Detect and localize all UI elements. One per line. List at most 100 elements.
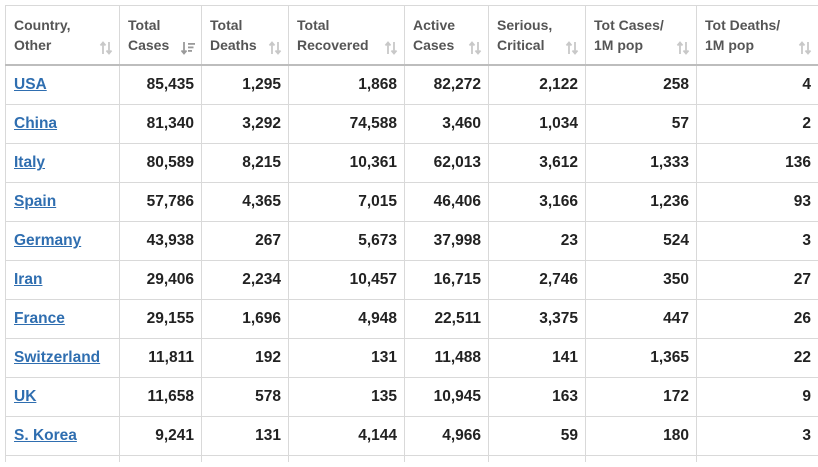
total-recovered-cell: 131 [289,339,405,378]
cases-per-1m-cell: 1,333 [586,144,697,183]
total-cases-cell: 43,938 [120,222,202,261]
serious-critical-cell: 163 [489,378,586,417]
active-cases-cell: 4,966 [405,417,489,456]
cases-per-1m-cell: 180 [586,417,697,456]
total-recovered-cell: 10,361 [289,144,405,183]
cases-per-1m-cell: 524 [586,222,697,261]
serious-critical-cell: 3,166 [489,183,586,222]
total-cases-cell: 11,658 [120,378,202,417]
total-cases-cell: 81,340 [120,105,202,144]
total-cases-cell: 80,589 [120,144,202,183]
sort-both-icon[interactable] [268,40,282,54]
country-link[interactable]: Spain [14,193,56,210]
serious-critical-cell: 2,122 [489,65,586,105]
header-cases-per-1m[interactable]: Tot Cases/1M pop [586,6,697,66]
total-recovered-cell: 135 [289,378,405,417]
country-link[interactable]: S. Korea [14,427,77,444]
country-link[interactable]: Germany [14,232,81,249]
total-recovered-cell: 74,588 [289,105,405,144]
active-cases-cell: 10,945 [405,378,489,417]
total-recovered-cell: 7,015 [289,183,405,222]
serious-critical-cell: 141 [489,339,586,378]
country-cell: Germany [6,222,120,261]
country-link[interactable]: Switzerland [14,349,100,366]
serious-critical-cell: 2,746 [489,261,586,300]
total-recovered-cell: 1,868 [289,65,405,105]
total-recovered-cell: 4,948 [289,300,405,339]
active-cases-cell: 82,272 [405,65,489,105]
country-cell: UK [6,378,120,417]
total-deaths-cell: 4,365 [202,183,289,222]
country-link[interactable]: France [14,310,65,327]
active-cases-cell: 22,511 [405,300,489,339]
table-row-partial [6,456,818,463]
active-cases-cell: 46,406 [405,183,489,222]
total-recovered-cell: 10,457 [289,261,405,300]
header-deaths-per-1m[interactable]: Tot Deaths/1M pop [697,6,818,66]
total-cases-cell: 9,241 [120,417,202,456]
total-cases-cell: 57,786 [120,183,202,222]
sort-both-icon[interactable] [565,40,579,54]
country-cell: USA [6,65,120,105]
cases-per-1m-cell: 258 [586,65,697,105]
header-serious-critical[interactable]: Serious,Critical [489,6,586,66]
cases-per-1m-cell: 350 [586,261,697,300]
deaths-per-1m-cell: 3 [697,417,818,456]
total-deaths-cell: 267 [202,222,289,261]
deaths-per-1m-cell: 2 [697,105,818,144]
country-cell: Spain [6,183,120,222]
total-deaths-cell: 3,292 [202,105,289,144]
country-cell: S. Korea [6,417,120,456]
sort-both-icon[interactable] [384,40,398,54]
active-cases-cell: 16,715 [405,261,489,300]
country-link[interactable]: China [14,115,57,132]
country-link[interactable]: Italy [14,154,45,171]
total-cases-cell: 85,435 [120,65,202,105]
country-link[interactable]: Iran [14,271,42,288]
total-cases-cell: 29,155 [120,300,202,339]
deaths-per-1m-cell: 3 [697,222,818,261]
sort-both-icon[interactable] [676,40,690,54]
sort-both-icon[interactable] [798,40,812,54]
serious-critical-cell: 3,612 [489,144,586,183]
total-recovered-cell: 4,144 [289,417,405,456]
cases-per-1m-cell: 57 [586,105,697,144]
country-cell: Switzerland [6,339,120,378]
country-link[interactable]: UK [14,388,36,405]
active-cases-cell: 37,998 [405,222,489,261]
total-cases-cell: 29,406 [120,261,202,300]
total-deaths-cell: 1,696 [202,300,289,339]
header-country[interactable]: Country,Other [6,6,120,66]
cases-per-1m-cell: 1,236 [586,183,697,222]
serious-critical-cell: 23 [489,222,586,261]
sort-both-icon[interactable] [99,40,113,54]
deaths-per-1m-cell: 4 [697,65,818,105]
total-recovered-cell: 5,673 [289,222,405,261]
total-deaths-cell: 131 [202,417,289,456]
total-deaths-cell: 192 [202,339,289,378]
deaths-per-1m-cell: 93 [697,183,818,222]
serious-critical-cell: 59 [489,417,586,456]
deaths-per-1m-cell: 22 [697,339,818,378]
country-cell: France [6,300,120,339]
country-link[interactable]: USA [14,76,47,93]
country-cell: China [6,105,120,144]
sort-both-icon[interactable] [468,40,482,54]
total-deaths-cell: 578 [202,378,289,417]
sort-desc-icon[interactable] [181,40,195,54]
deaths-per-1m-cell: 9 [697,378,818,417]
total-deaths-cell: 2,234 [202,261,289,300]
